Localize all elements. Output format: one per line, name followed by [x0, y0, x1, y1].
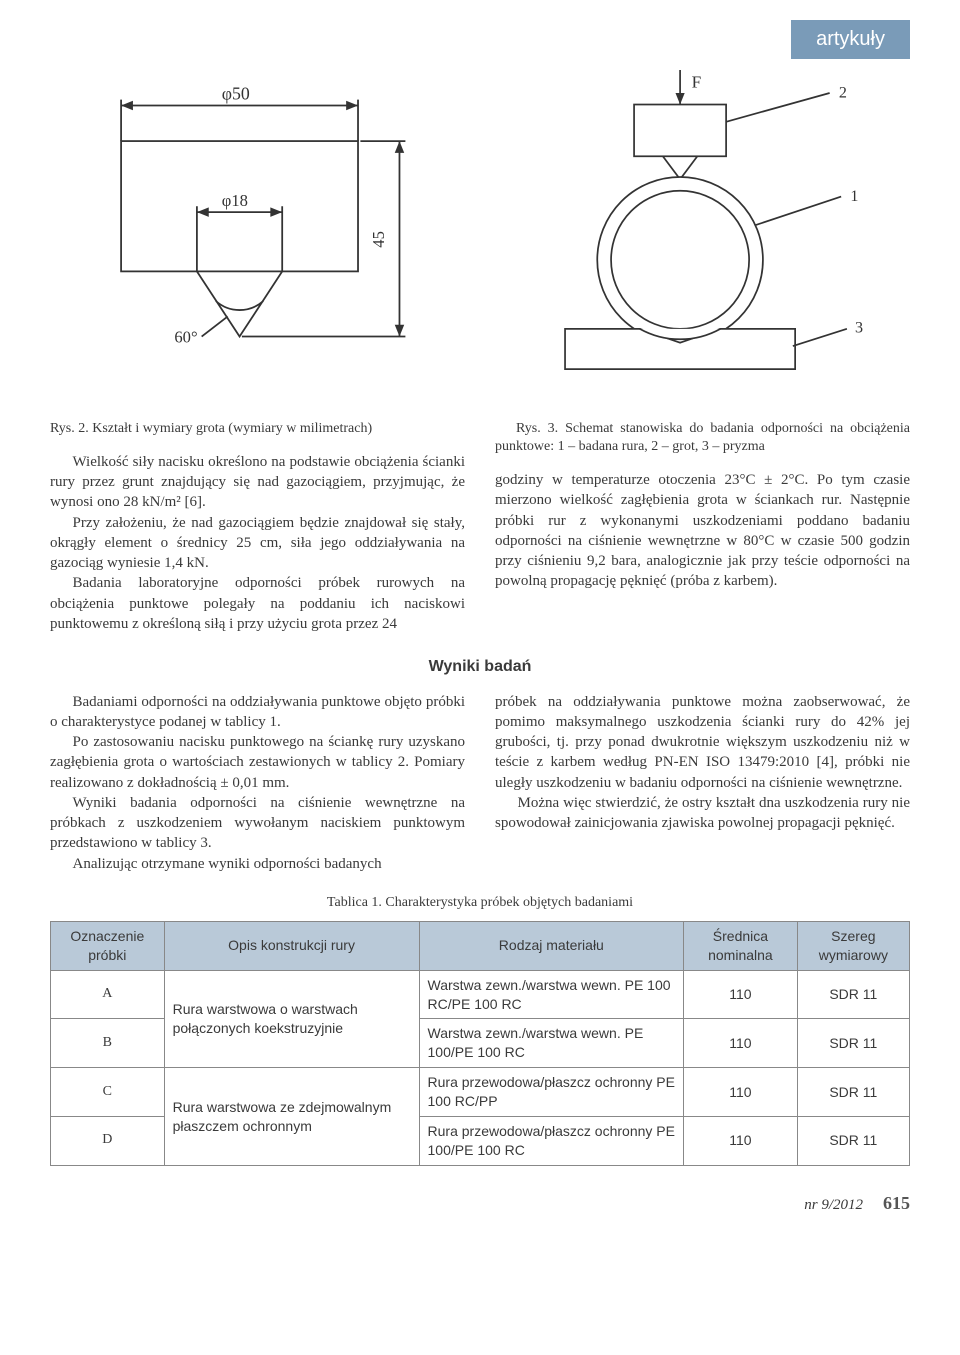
issue-number: nr 9/2012	[804, 1195, 863, 1215]
cell-material: Rura przewodowa/płaszcz ochronny PE 100/…	[419, 1117, 684, 1166]
cell-id: D	[51, 1117, 165, 1166]
para-1b: Przy założeniu, że nad gazociągiem będzi…	[50, 513, 465, 574]
figure-3-svg: F 2 1 3	[473, 70, 910, 392]
label-1: 1	[850, 188, 858, 205]
para-2a: Badaniami odporności na oddziaływania pu…	[50, 692, 465, 733]
text-block-2: Badaniami odporności na oddziaływania pu…	[50, 692, 910, 874]
table-1-caption: Tablica 1. Charakterystyka próbek objęty…	[50, 894, 910, 913]
cell-id: C	[51, 1068, 165, 1117]
section-header-tab: artykuły	[791, 20, 910, 59]
table-1: Oznaczenie próbki Opis konstrukcji rury …	[50, 921, 910, 1166]
cell-desc: Rura warstwowa ze zdejmowalnym płaszczem…	[164, 1068, 419, 1166]
para-1c: Badania laboratoryjne odporności próbek …	[50, 573, 465, 634]
th-id: Oznaczenie próbki	[51, 921, 165, 970]
cell-diam: 110	[684, 1068, 798, 1117]
cell-diam: 110	[684, 970, 798, 1019]
figure-2-caption: Rys. 2. Kształt i wymiary grota (wymiary…	[50, 420, 465, 438]
page-number: 615	[883, 1191, 910, 1215]
figure-2-svg: φ50 φ18 60°	[50, 70, 453, 402]
cell-sdr: SDR 11	[797, 1019, 909, 1068]
cell-diam: 110	[684, 1019, 798, 1068]
label-F: F	[691, 72, 701, 91]
figure-3-caption: Rys. 3. Schemat stanowiska do badania od…	[495, 420, 910, 456]
para-2ra: próbek na oddziaływania punktowe można z…	[495, 692, 910, 793]
th-diam: Średnica nominalna	[684, 921, 798, 970]
th-sdr: Szereg wymiarowy	[797, 921, 909, 970]
cell-material: Warstwa zewn./warstwa wewn. PE 100/PE 10…	[419, 1019, 684, 1068]
figure-3: F 2 1 3	[463, 70, 910, 402]
col-right-2: próbek na oddziaływania punktowe można z…	[495, 692, 910, 874]
table-header-row: Oznaczenie próbki Opis konstrukcji rury …	[51, 921, 910, 970]
cell-sdr: SDR 11	[797, 1117, 909, 1166]
table-row: A Rura warstwowa o warstwach połączonych…	[51, 970, 910, 1019]
para-2b: Po zastosowaniu nacisku punktowego na śc…	[50, 732, 465, 793]
dim-phi50: φ50	[222, 84, 250, 104]
th-desc: Opis konstrukcji rury	[164, 921, 419, 970]
para-2d: Analizując otrzymane wyniki odporności b…	[50, 854, 465, 874]
para-2rb: Można więc stwierdzić, że ostry kształt …	[495, 793, 910, 834]
cell-material: Rura przewodowa/płaszcz ochronny PE 100 …	[419, 1068, 684, 1117]
col-right-1: Rys. 3. Schemat stanowiska do badania od…	[495, 420, 910, 634]
label-2: 2	[839, 85, 847, 102]
para-2c: Wyniki badania odporności na ciśnienie w…	[50, 793, 465, 854]
col-left-2: Badaniami odporności na oddziaływania pu…	[50, 692, 465, 874]
dim-phi18: φ18	[222, 191, 248, 210]
cell-diam: 110	[684, 1117, 798, 1166]
section-heading-results: Wyniki badań	[50, 656, 910, 678]
cell-id: A	[51, 970, 165, 1019]
figures-row: φ50 φ18 60°	[50, 70, 910, 402]
cell-sdr: SDR 11	[797, 970, 909, 1019]
cell-material: Warstwa zewn./warstwa wewn. PE 100 RC/PE…	[419, 970, 684, 1019]
text-block-1: Rys. 2. Kształt i wymiary grota (wymiary…	[50, 420, 910, 634]
th-material: Rodzaj materiału	[419, 921, 684, 970]
label-3: 3	[855, 319, 863, 336]
figure-2: φ50 φ18 60°	[50, 70, 463, 402]
para-1right: godziny w temperaturze otoczenia 23°C ± …	[495, 470, 910, 592]
cell-desc: Rura warstwowa o warstwach połączonych k…	[164, 970, 419, 1068]
dim-60deg: 60°	[174, 327, 197, 346]
cell-id: B	[51, 1019, 165, 1068]
page-footer: nr 9/2012 615	[50, 1191, 910, 1215]
para-1a: Wielkość siły nacisku określono na podst…	[50, 452, 465, 513]
col-left-1: Rys. 2. Kształt i wymiary grota (wymiary…	[50, 420, 465, 634]
table-row: C Rura warstwowa ze zdejmowalnym płaszcz…	[51, 1068, 910, 1117]
cell-sdr: SDR 11	[797, 1068, 909, 1117]
dim-45: 45	[369, 231, 388, 248]
